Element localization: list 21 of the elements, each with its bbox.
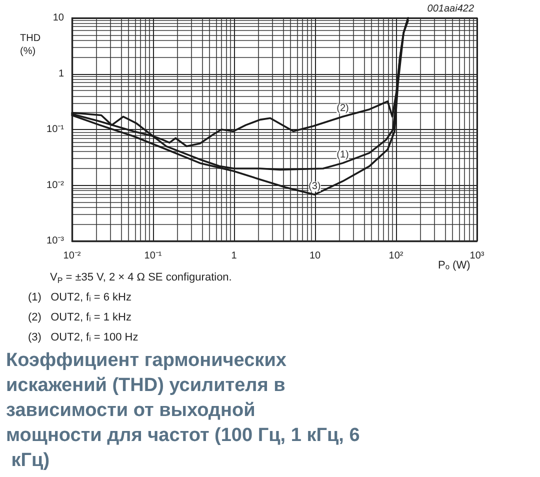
text: 001aai422 — [427, 4, 474, 14]
y-axis-title: THD (%) — [20, 33, 41, 57]
x-tick-label: 10⁻² — [63, 250, 82, 262]
series-label: (3) — [308, 181, 321, 192]
text: (1) OUT2, fᵢ = 6 kHz — [28, 292, 132, 304]
y-tick-label: 10⁻² — [46, 180, 65, 191]
text: (2) OUT2, fᵢ = 1 kHz — [28, 312, 132, 324]
x-tick-label: 10³ — [470, 250, 485, 262]
series-label: (1) — [336, 150, 349, 161]
y-tick-label: 10⁻¹ — [46, 124, 65, 135]
text: (3) OUT2, fᵢ = 100 Hz — [28, 332, 138, 344]
x-tick-label: 10⁻¹ — [144, 250, 162, 262]
x-axis-title: Pₒ (W) — [438, 260, 470, 272]
x-tick-label: 1 — [231, 250, 238, 262]
y-tick-label: 10⁻³ — [46, 236, 65, 246]
y-tick-label: 1 — [58, 68, 64, 80]
y-tick-label: 10 — [52, 12, 64, 24]
x-tick-label: 10² — [388, 250, 404, 262]
series-label: (2) — [336, 103, 349, 114]
x-tick-label: 10 — [309, 250, 321, 262]
text: Коэффициент гармонических искажений (THD) усилителя в зависимости от выходной мощности для частот (100 Гц, 1 кГц, 6 кГц) — [6, 350, 360, 471]
